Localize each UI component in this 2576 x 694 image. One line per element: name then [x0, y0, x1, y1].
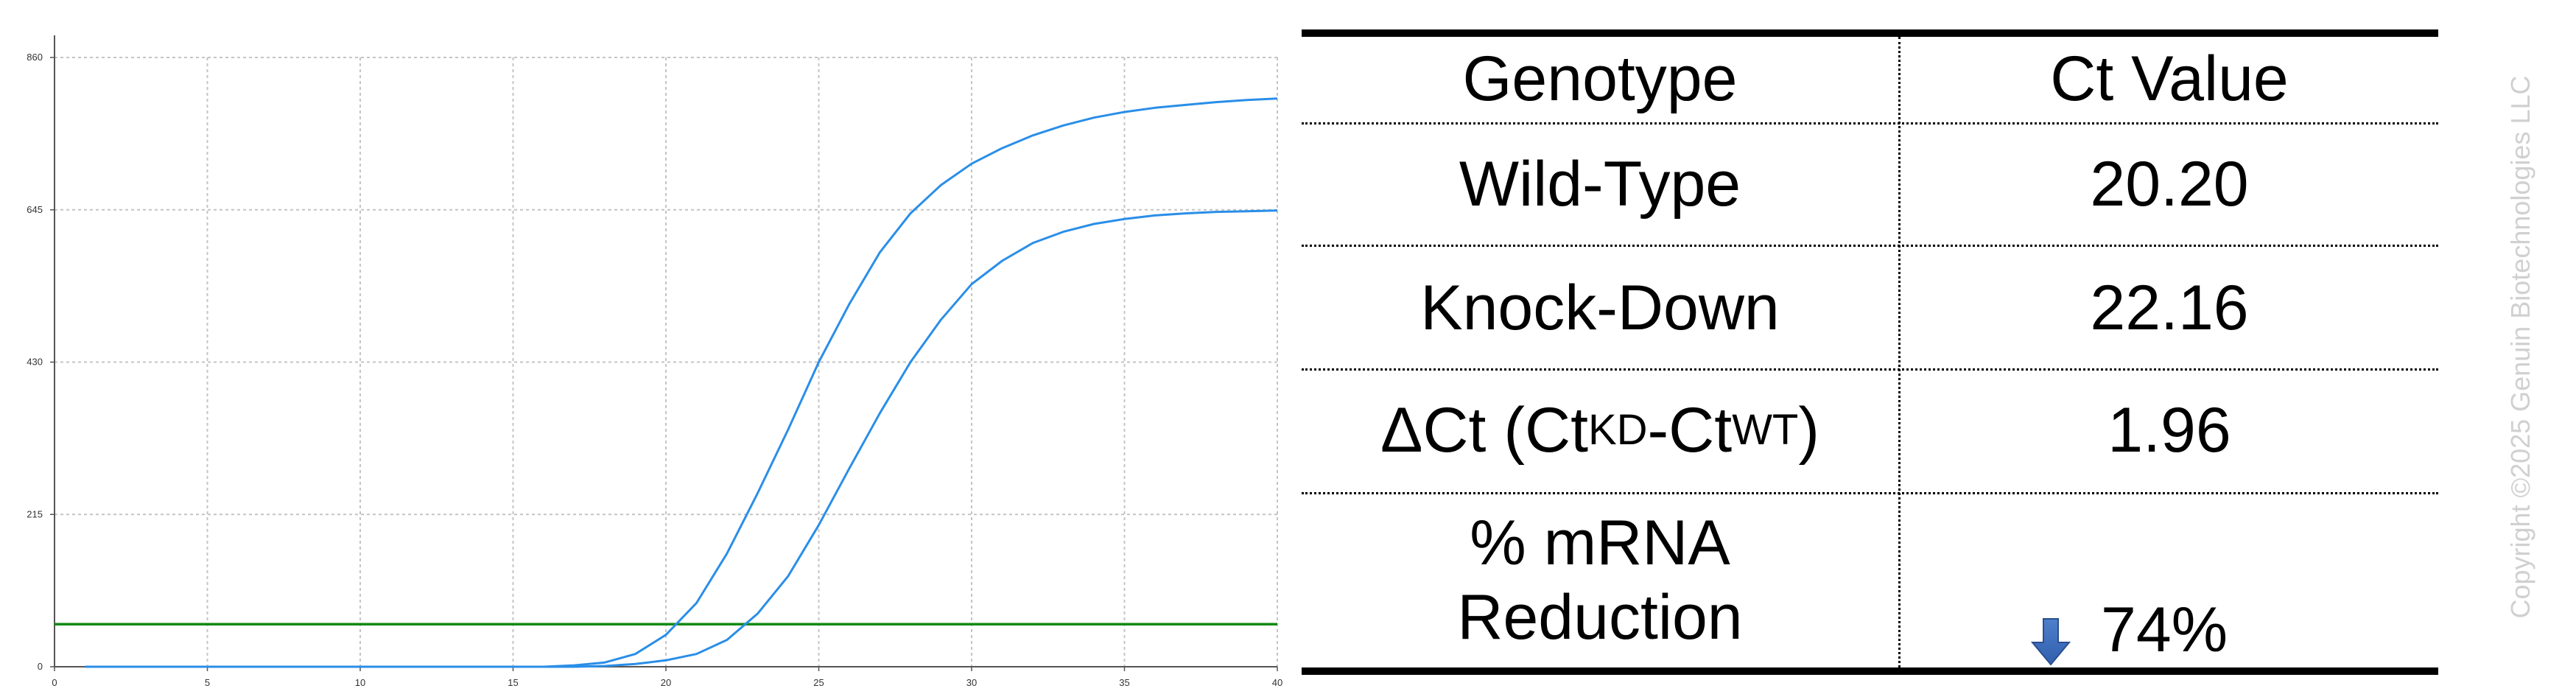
x-tick-label: 30: [966, 677, 977, 688]
y-tick-label: 430: [27, 357, 43, 368]
row-separator: [1302, 245, 2438, 247]
y-tick-label: 0: [38, 661, 43, 672]
mrna-reduction-value: 74%: [2101, 594, 2228, 665]
genotype-mrna-reduction: % mRNA Reduction: [1302, 498, 1898, 663]
row-separator: [1302, 368, 2438, 371]
down-arrow-icon: [2031, 618, 2071, 666]
x-tick-label: 35: [1119, 677, 1129, 688]
delta-ct-prefix: ΔCt (Ct: [1380, 394, 1588, 466]
mrna-reduction-line2: Reduction: [1457, 582, 1743, 653]
ct-value-wild-type: 20.20: [2090, 148, 2249, 220]
amplification-curve: [85, 97, 1278, 668]
y-tick-label: 215: [27, 508, 43, 519]
amplification-curve: [85, 209, 1278, 668]
ct-value-table: Genotype Ct Value Wild-Type 20.20 Knock-…: [1302, 29, 2438, 678]
row-separator: [1302, 492, 2438, 494]
genotype-wild-type: Wild-Type: [1459, 148, 1741, 220]
genotype-knock-down: Knock-Down: [1420, 272, 1780, 343]
table-top-rule: [1302, 29, 2438, 37]
x-tick-label: 20: [661, 677, 671, 688]
mrna-reduction-line1: % mRNA: [1470, 508, 1730, 579]
row-separator: [1302, 122, 2438, 125]
x-tick-label: 10: [355, 677, 365, 688]
delta-ct-suffix: ): [1798, 394, 1819, 466]
x-tick-label: 15: [508, 677, 518, 688]
y-tick-label: 645: [27, 204, 43, 215]
ct-value-knock-down: 22.16: [2090, 272, 2249, 343]
copyright-watermark: Copyright ©2025 Genuin Biotechnologies L…: [2505, 75, 2535, 619]
header-ct-value: Ct Value: [2050, 43, 2289, 114]
x-tick-label: 5: [205, 677, 210, 688]
x-tick-label: 25: [813, 677, 824, 688]
y-tick-label: 860: [27, 52, 43, 63]
ct-value-delta-ct: 1.96: [2108, 394, 2231, 466]
x-tick-label: 0: [52, 677, 57, 688]
amplification-chart: 0 5 10 15 20 25 30 35 40 0 215 430 645 860: [27, 35, 1282, 688]
column-separator: [1898, 37, 1901, 667]
delta-ct-mid: -Ct: [1647, 394, 1733, 466]
x-tick-label: 40: [1272, 677, 1282, 688]
header-genotype: Genotype: [1462, 43, 1738, 114]
genotype-delta-ct: ΔCt (Ct KD -Ct WT): [1302, 386, 1898, 474]
table-bottom-rule: [1302, 667, 2438, 675]
amplification-plot: 0 5 10 15 20 25 30 35 40 0 215 430 645 860: [27, 35, 1282, 688]
